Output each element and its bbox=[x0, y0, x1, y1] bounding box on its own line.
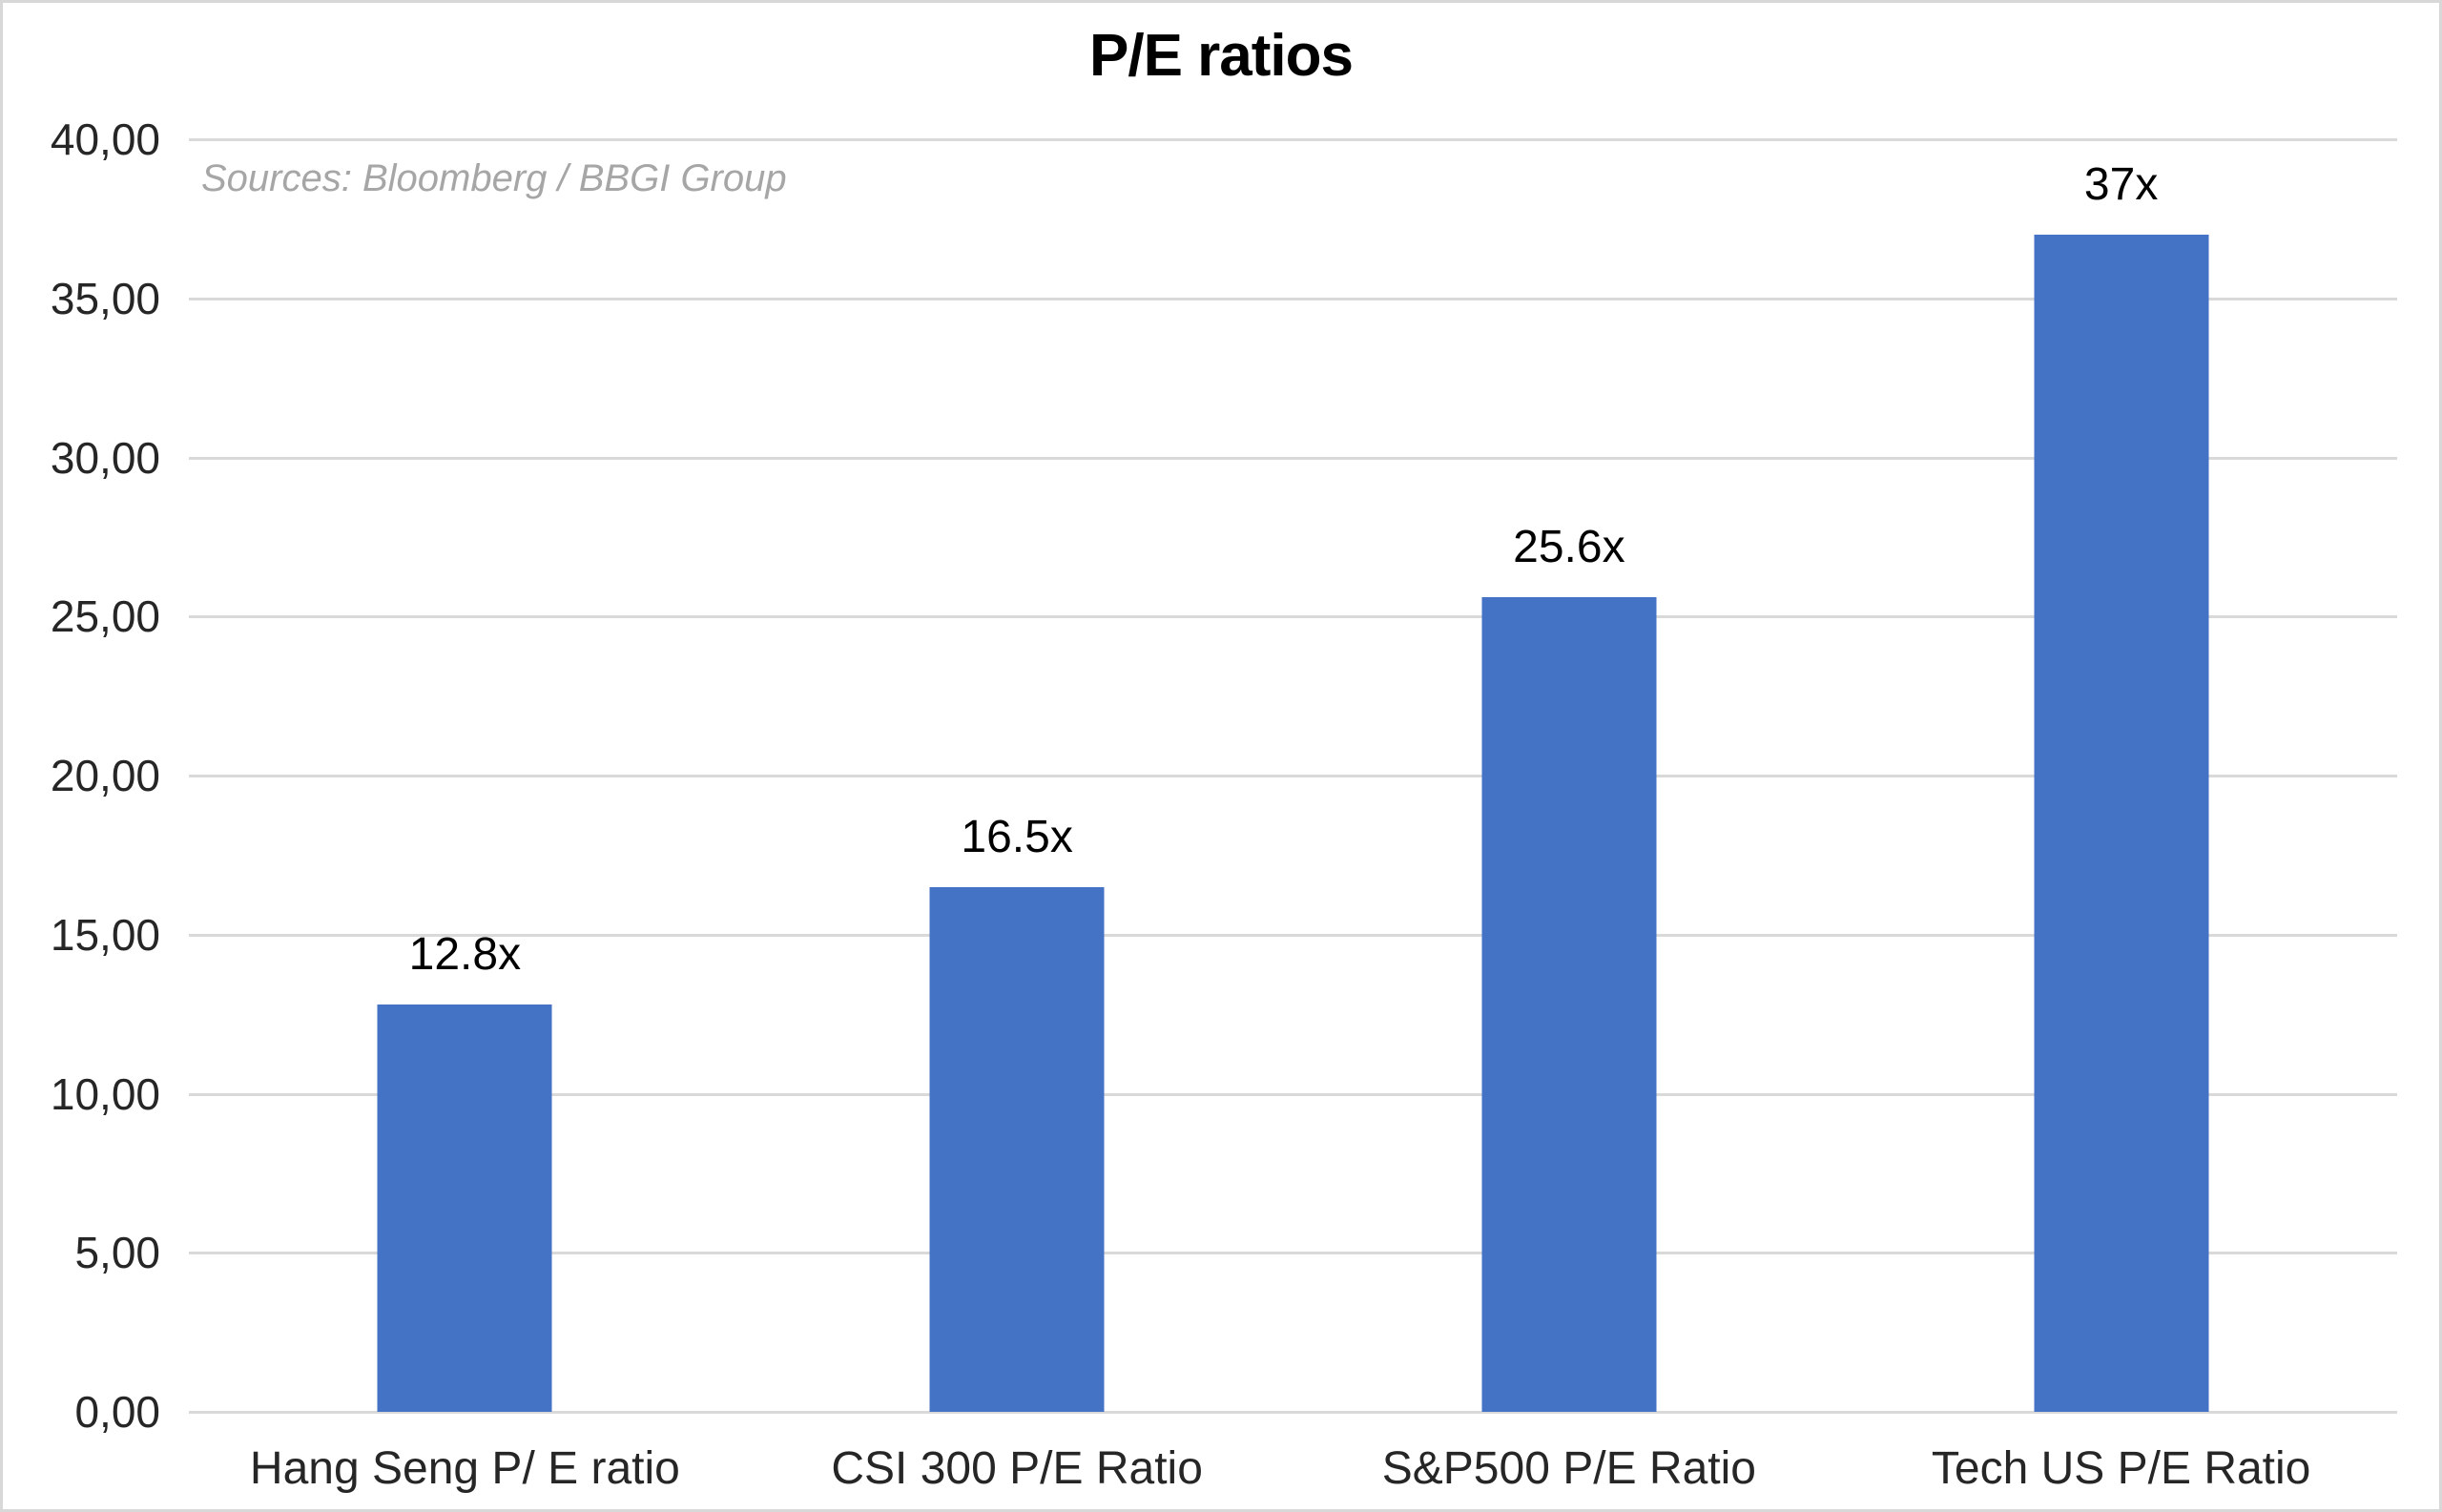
bar-slot: 37x bbox=[1845, 139, 2397, 1412]
bar-value-label: 12.8x bbox=[408, 929, 522, 981]
x-axis: Hang Seng P/ E ratio CSI 300 P/E Ratio S&P… bbox=[189, 1412, 2397, 1507]
y-axis-tick-label: 35,00 bbox=[50, 273, 160, 323]
y-axis-tick-label: 0,00 bbox=[74, 1387, 160, 1437]
y-axis-tick-label: 30,00 bbox=[50, 432, 160, 483]
y-axis-tick-label: 25,00 bbox=[50, 591, 160, 642]
bar-slot: 12.8x bbox=[189, 139, 741, 1412]
gridline bbox=[189, 775, 2397, 777]
plot-area: 12.8x 16.5x 25.6x 37x bbox=[189, 138, 2397, 1414]
y-axis-tick-label: 15,00 bbox=[50, 909, 160, 960]
bar bbox=[1481, 597, 1657, 1412]
bar-value-label: 37x bbox=[2083, 159, 2159, 211]
gridline bbox=[189, 1092, 2397, 1096]
y-axis-tick-label: 40,00 bbox=[50, 114, 160, 164]
gridline bbox=[189, 615, 2397, 619]
bar-value-label: 16.5x bbox=[961, 811, 1073, 862]
x-axis-category-label: S&P500 P/E Ratio bbox=[1381, 1443, 1756, 1494]
gridline bbox=[189, 933, 2397, 937]
bar bbox=[377, 1005, 552, 1412]
x-axis-category-label: CSI 300 P/E Ratio bbox=[831, 1443, 1203, 1494]
bar-value-label: 25.6x bbox=[1513, 522, 1625, 573]
y-axis-tick-label: 10,00 bbox=[50, 1068, 160, 1119]
gridline bbox=[189, 456, 2397, 460]
gridline bbox=[189, 297, 2397, 300]
y-axis-tick-label: 20,00 bbox=[50, 751, 160, 800]
gridline bbox=[189, 138, 2397, 141]
gridline bbox=[189, 1252, 2397, 1255]
bar bbox=[2034, 235, 2209, 1412]
x-axis-category-label: Tech US P/E Ratio bbox=[1931, 1443, 2311, 1494]
bar-slot: 16.5x bbox=[741, 139, 1293, 1412]
x-axis-category-label: Hang Seng P/ E ratio bbox=[249, 1443, 680, 1494]
source-note: Sources: Bloomberg / BBGI Group bbox=[201, 157, 787, 199]
y-axis: 0,00 5,00 10,00 15,00 20,00 25,00 30,00 35,00 40… bbox=[22, 117, 160, 1434]
bar bbox=[929, 886, 1105, 1412]
gridline bbox=[189, 1411, 2397, 1414]
chart-title: P/E ratios bbox=[1089, 23, 1354, 89]
y-axis-tick-label: 5,00 bbox=[74, 1228, 160, 1278]
bar-slot: 25.6x bbox=[1293, 139, 1846, 1412]
